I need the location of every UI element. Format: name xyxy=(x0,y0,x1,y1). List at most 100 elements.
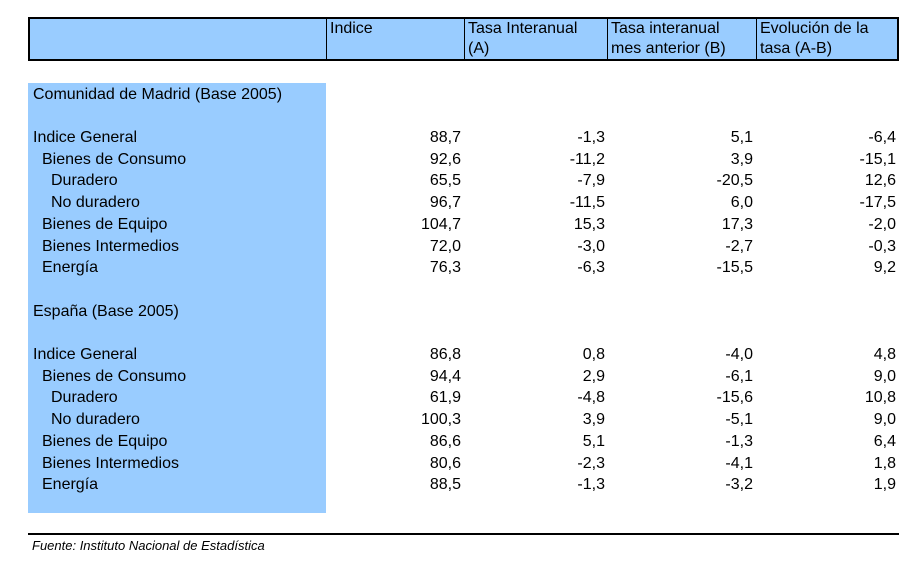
indice-value: 76,3 xyxy=(429,259,461,277)
table-row: Indice General 86,8 0,8 -4,0 4,8 xyxy=(0,344,922,366)
indice-value: 88,5 xyxy=(429,476,461,494)
header-tasa-mes-anterior-line2: mes anterior (B) xyxy=(611,40,726,57)
evolucion-value: 9,0 xyxy=(873,411,896,429)
evolucion-value: 6,4 xyxy=(873,432,896,450)
indice-value: 80,6 xyxy=(429,454,461,472)
tasa-mes-anterior-value: -20,5 xyxy=(716,172,753,190)
header-tasa-interanual-line2: (A) xyxy=(468,40,490,57)
header-evolucion-line1: Evolución de la xyxy=(760,20,869,37)
table-row: Duradero 61,9 -4,8 -15,6 10,8 xyxy=(0,387,922,409)
table-row: Bienes de Equipo 86,6 5,1 -1,3 6,4 xyxy=(0,431,922,453)
section-title-madrid-text: Comunidad de Madrid (Base 2005) xyxy=(33,86,283,103)
tasa-mes-anterior-value: 17,3 xyxy=(721,215,753,233)
header-indice: Indice xyxy=(326,19,464,59)
tasa-interanual-value: -1,3 xyxy=(577,129,605,146)
indice-value: 104,7 xyxy=(420,215,461,233)
tasa-mes-anterior-value: -3,2 xyxy=(725,476,753,494)
table-row: No duradero 96,7 -11,5 6,0 -17,5 xyxy=(0,192,922,214)
evolucion-value: -0,3 xyxy=(868,237,896,255)
evolucion-value: 9,2 xyxy=(873,259,896,277)
evolucion-value: 9,0 xyxy=(873,367,896,385)
tasa-mes-anterior-value: -15,6 xyxy=(716,389,753,407)
row-label: Bienes de Consumo xyxy=(42,150,187,168)
tasa-mes-anterior-value: -4,1 xyxy=(725,454,753,472)
tasa-mes-anterior-value: -15,5 xyxy=(716,259,753,277)
row-label: Duradero xyxy=(51,172,118,190)
table-row: Bienes de Consumo 94,4 2,9 -6,1 9,0 xyxy=(0,366,922,388)
row-label: Bienes de Equipo xyxy=(42,215,168,233)
row-label: Energía xyxy=(42,259,99,277)
evolucion-value: 1,8 xyxy=(873,454,896,472)
tasa-mes-anterior-value: -6,1 xyxy=(725,367,753,385)
table-row: Energía 76,3 -6,3 -15,5 9,2 xyxy=(0,257,922,279)
tasa-interanual-value: 0,8 xyxy=(582,346,605,363)
indice-value: 86,8 xyxy=(429,346,461,363)
row-label: Bienes de Consumo xyxy=(42,367,187,385)
evolucion-value: 1,9 xyxy=(873,476,896,494)
tasa-interanual-value: -11,5 xyxy=(569,194,605,212)
header-tasa-interanual: Tasa Interanual (A) xyxy=(464,19,607,59)
tasa-interanual-value: 2,9 xyxy=(582,367,605,385)
tasa-interanual-value: 15,3 xyxy=(573,215,605,233)
table-row: Duradero 65,5 -7,9 -20,5 12,6 xyxy=(0,170,922,192)
row-label: Bienes Intermedios xyxy=(42,237,179,255)
tasa-interanual-value: -1,3 xyxy=(577,476,605,494)
indice-value: 96,7 xyxy=(429,194,461,212)
header-evolucion: Evolución de la tasa (A-B) xyxy=(756,19,899,59)
tasa-interanual-value: -2,3 xyxy=(577,454,605,472)
row-label: Indice General xyxy=(33,129,138,146)
row-label: Indice General xyxy=(33,346,138,363)
indice-value: 94,4 xyxy=(429,367,461,385)
table-row: Bienes Intermedios 80,6 -2,3 -4,1 1,8 xyxy=(0,453,922,475)
header-tasa-mes-anterior: Tasa interanual mes anterior (B) xyxy=(607,19,756,59)
evolucion-value: -15,1 xyxy=(859,150,896,168)
tasa-interanual-value: -6,3 xyxy=(577,259,605,277)
row-label: Bienes de Equipo xyxy=(42,432,168,450)
row-label: No duradero xyxy=(51,411,140,429)
row-label: Bienes Intermedios xyxy=(42,454,179,472)
indice-value: 65,5 xyxy=(429,172,461,190)
table-row: Bienes de Equipo 104,7 15,3 17,3 -2,0 xyxy=(0,214,922,236)
tasa-interanual-value: -4,8 xyxy=(577,389,605,407)
tasa-mes-anterior-value: -2,7 xyxy=(725,237,753,255)
table-row: Bienes Intermedios 72,0 -3,0 -2,7 -0,3 xyxy=(0,236,922,258)
evolucion-value: -6,4 xyxy=(868,129,896,146)
tasa-mes-anterior-value: 3,9 xyxy=(730,150,753,168)
evolucion-value: -2,0 xyxy=(868,215,896,233)
tasa-interanual-value: -7,9 xyxy=(577,172,605,190)
source-note: Fuente: Instituto Nacional de Estadístic… xyxy=(32,538,265,553)
section-title-espana-text: España (Base 2005) xyxy=(33,303,179,320)
tasa-interanual-value: 3,9 xyxy=(582,411,605,429)
header-tasa-mes-anterior-line1: Tasa interanual xyxy=(611,20,720,37)
tasa-interanual-value: -3,0 xyxy=(577,237,605,255)
tasa-interanual-value: 5,1 xyxy=(582,432,605,450)
tasa-interanual-value: -11,2 xyxy=(569,150,605,168)
evolucion-value: 4,8 xyxy=(873,346,896,363)
table-row: Indice General 88,7 -1,3 5,1 -6,4 xyxy=(0,127,922,149)
row-label: Energía xyxy=(42,476,99,494)
tasa-mes-anterior-value: -5,1 xyxy=(725,411,753,429)
tasa-mes-anterior-value: 6,0 xyxy=(730,194,753,212)
header-indice-label: Indice xyxy=(330,20,373,37)
table-header: Indice Tasa Interanual (A) Tasa interanu… xyxy=(28,17,899,61)
footer-divider xyxy=(28,533,899,535)
evolucion-value: -17,5 xyxy=(859,194,896,212)
indice-value: 72,0 xyxy=(429,237,461,255)
indice-value: 86,6 xyxy=(429,432,461,450)
indice-value: 92,6 xyxy=(429,150,461,168)
tasa-mes-anterior-value: -4,0 xyxy=(725,346,753,363)
table-row: No duradero 100,3 3,9 -5,1 9,0 xyxy=(0,409,922,431)
section-title-espana: España (Base 2005) xyxy=(0,301,922,323)
table-row: Bienes de Consumo 92,6 -11,2 3,9 -15,1 xyxy=(0,149,922,171)
evolucion-value: 12,6 xyxy=(864,172,896,190)
table-row: Energía 88,5 -1,3 -3,2 1,9 xyxy=(0,474,922,496)
tasa-mes-anterior-value: -1,3 xyxy=(725,432,753,450)
row-label: No duradero xyxy=(51,194,140,212)
row-label: Duradero xyxy=(51,389,118,407)
label-column-background xyxy=(28,83,326,513)
indice-value: 88,7 xyxy=(429,129,461,146)
indice-value: 100,3 xyxy=(420,411,461,429)
tasa-mes-anterior-value: 5,1 xyxy=(730,129,753,146)
header-tasa-interanual-line1: Tasa Interanual xyxy=(468,20,578,37)
evolucion-value: 10,8 xyxy=(864,389,896,407)
